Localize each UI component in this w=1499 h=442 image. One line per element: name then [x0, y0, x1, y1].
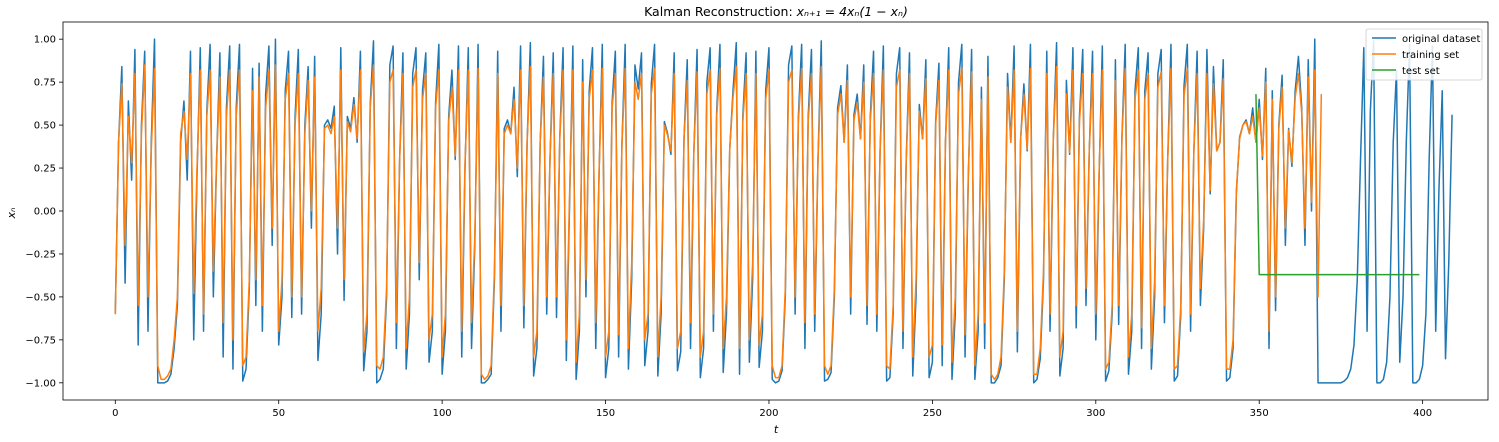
x-tick-label: 0 [112, 408, 118, 419]
y-tick-label: 1.00 [34, 35, 56, 46]
legend-label-original: original dataset [1402, 34, 1480, 45]
y-axis-ticks: −1.00 −0.75 −0.50 −0.25 0.00 0.25 0.50 0.75 1.00 [25, 35, 63, 389]
y-tick-label: −0.25 [25, 249, 56, 260]
y-tick-label: 0.00 [34, 207, 56, 218]
x-tick-label: 250 [923, 408, 942, 419]
y-tick-label: −0.50 [25, 292, 56, 303]
y-tick-label: 0.50 [34, 121, 56, 132]
y-tick-label: 0.75 [34, 78, 56, 89]
x-tick-label: 50 [272, 408, 285, 419]
x-tick-label: 100 [433, 408, 452, 419]
chart-title-formula: xₙ₊₁ = 4xₙ(1 − xₙ) [796, 4, 908, 19]
chart-title-prefix: Kalman Reconstruction: [644, 4, 797, 19]
series-line-training [114, 64, 1323, 381]
x-tick-label: 150 [596, 408, 615, 419]
series-line-test [1255, 94, 1420, 276]
x-tick-label: 300 [1086, 408, 1105, 419]
series-layer [114, 38, 1453, 384]
y-tick-label: −1.00 [25, 378, 56, 389]
chart-title: Kalman Reconstruction: xₙ₊₁ = 4xₙ(1 − xₙ… [644, 4, 908, 19]
x-axis-label: t [774, 423, 779, 436]
x-tick-label: 200 [759, 408, 778, 419]
legend-box [1365, 28, 1483, 81]
y-tick-label: −0.75 [25, 335, 56, 346]
x-tick-label: 350 [1250, 408, 1269, 419]
legend: original dataset training set test set [1365, 28, 1483, 81]
legend-label-training: training set [1402, 50, 1459, 61]
y-axis-label: xₙ [5, 208, 18, 220]
legend-label-test: test set [1402, 66, 1440, 77]
y-tick-label: 0.25 [34, 164, 56, 175]
x-tick-label: 400 [1413, 408, 1432, 419]
x-axis-ticks: 0 50 100 150 200 250 300 350 400 [112, 400, 1432, 419]
